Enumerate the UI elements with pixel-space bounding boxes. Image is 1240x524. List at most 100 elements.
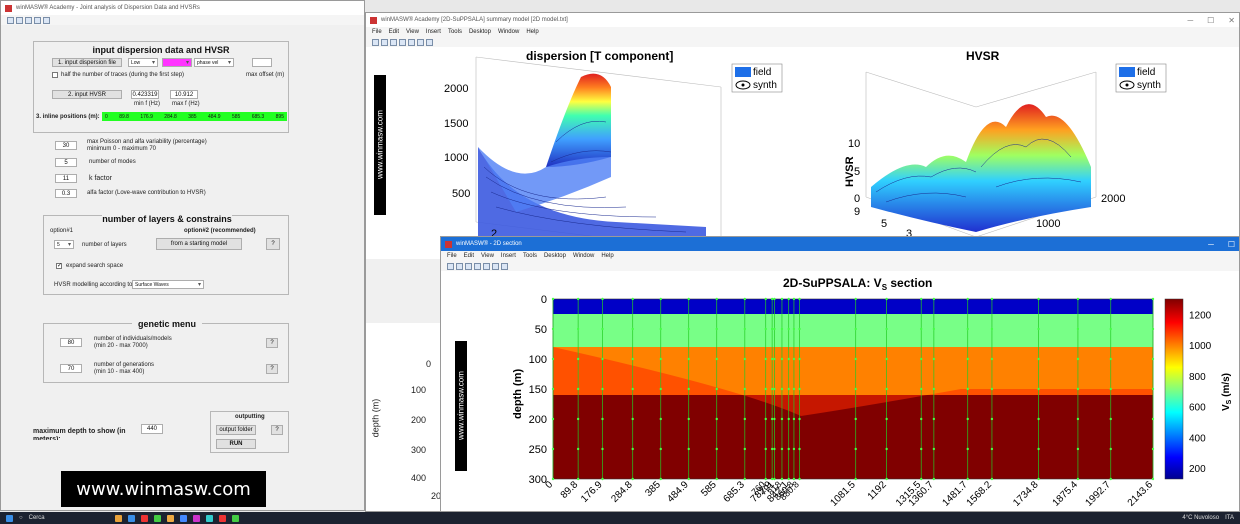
taskbar-app-icon[interactable] — [166, 514, 174, 522]
x-tick-label: 89.8 — [559, 479, 581, 501]
legend-icon[interactable] — [492, 262, 499, 270]
select-phase-vel[interactable]: phase vel — [194, 58, 234, 67]
menu-desktop[interactable]: Desktop — [543, 253, 566, 259]
taskbar-app-icon[interactable] — [179, 514, 187, 522]
new-icon[interactable] — [372, 38, 379, 46]
print-icon[interactable] — [399, 38, 406, 46]
hvsr-modelling-select[interactable]: Surface Waves — [132, 280, 204, 289]
colorbar-icon[interactable] — [483, 262, 490, 270]
datacursor-icon[interactable] — [43, 16, 50, 24]
layers-help-button[interactable]: ? — [266, 238, 280, 250]
save-icon[interactable] — [390, 38, 397, 46]
taskbar-app-icon[interactable] — [153, 514, 161, 522]
half-traces-checkbox[interactable] — [52, 72, 58, 78]
menu-window[interactable]: Window — [497, 29, 520, 35]
weather-text[interactable]: 4°C Nuvoloso — [1182, 515, 1220, 521]
open-icon[interactable] — [456, 262, 463, 270]
hvsr-legend[interactable]: field synth — [1115, 63, 1167, 93]
dispersion-legend[interactable]: field synth — [731, 63, 783, 93]
menu-view[interactable]: View — [481, 253, 494, 259]
menu-file[interactable]: File — [447, 253, 457, 259]
survey-point — [659, 297, 662, 301]
maximize-icon[interactable]: ☐ — [1207, 15, 1215, 25]
maximize-icon[interactable]: ☐ — [1227, 239, 1235, 249]
menu-desktop[interactable]: Desktop — [468, 29, 491, 35]
starting-model-button[interactable]: from a starting model — [156, 238, 242, 250]
new-icon[interactable] — [447, 262, 454, 270]
output-help-button[interactable]: ? — [271, 425, 283, 435]
k-factor-field[interactable]: 11 — [55, 174, 77, 183]
menu-file[interactable]: File — [372, 29, 382, 35]
start-icon[interactable] — [6, 514, 13, 522]
legend-field: field — [1137, 67, 1155, 78]
open-icon[interactable] — [381, 38, 388, 46]
taskbar-app-icon[interactable] — [114, 514, 122, 522]
minimize-icon[interactable]: ─ — [1208, 239, 1214, 249]
taskbar-app-icon[interactable] — [218, 514, 226, 522]
legend-icon[interactable] — [417, 38, 424, 46]
individuals-field[interactable]: 80 — [60, 338, 82, 347]
menu-tools[interactable]: Tools — [522, 253, 537, 259]
survey-point — [798, 417, 801, 421]
menu-insert[interactable]: Insert — [425, 29, 441, 35]
taskbar-app-icon[interactable] — [127, 514, 135, 522]
taskbar-app-icon[interactable] — [192, 514, 200, 522]
genetic-help-button-1[interactable]: ? — [266, 338, 278, 348]
min-f-field[interactable]: 0.423319 — [131, 90, 159, 99]
select-low[interactable]: Low — [128, 58, 158, 67]
genetic-help-button-2[interactable]: ? — [266, 364, 278, 374]
section-controls[interactable]: ─ ☐ — [1208, 240, 1235, 249]
expand-checkbox[interactable]: ✓ — [56, 263, 63, 269]
menu-insert[interactable]: Insert — [500, 253, 516, 259]
close-icon[interactable]: ✕ — [1228, 15, 1235, 25]
rotate-icon[interactable] — [34, 16, 41, 24]
search-icon[interactable]: ○ — [19, 515, 23, 521]
taskbar-app-icon[interactable] — [140, 514, 148, 522]
select-magenta[interactable] — [162, 58, 192, 67]
left-window-titlebar[interactable]: winMASW® Academy - Joint analysis of Dis… — [1, 1, 364, 15]
output-folder-button[interactable]: output folder — [216, 425, 256, 435]
menu-edit[interactable]: Edit — [463, 253, 475, 259]
run-button[interactable]: RUN — [216, 439, 256, 449]
max-depth-field[interactable]: 440 — [141, 424, 163, 434]
colorbar-icon[interactable] — [408, 38, 415, 46]
alfa-factor-field[interactable]: 0.3 — [55, 189, 77, 198]
menu-window[interactable]: Window — [572, 253, 595, 259]
window-controls[interactable]: ─ ☐ ✕ — [1187, 16, 1235, 25]
menu-view[interactable]: View — [406, 29, 419, 35]
minimize-icon[interactable]: ─ — [1187, 15, 1194, 25]
colorbar[interactable] — [1164, 298, 1184, 480]
section-titlebar[interactable]: winMASW® - 2D section ─ ☐ — [441, 237, 1239, 251]
layers-select[interactable]: 5 — [54, 240, 74, 249]
pointer-icon[interactable] — [426, 38, 433, 46]
taskbar-app-icon[interactable] — [231, 514, 239, 522]
survey-point — [792, 327, 796, 331]
pointer-icon[interactable] — [501, 262, 508, 270]
zoom-out-icon[interactable] — [16, 16, 23, 24]
max-f-field[interactable]: 10.912 — [170, 90, 198, 99]
zoom-in-icon[interactable] — [7, 16, 14, 24]
inline-positions-field[interactable]: 0 89.8 176.9 284.8 385 484.9 585 685.3 895 — [102, 112, 287, 121]
max-offset-field[interactable] — [252, 58, 272, 67]
save-icon[interactable] — [465, 262, 472, 270]
language-text[interactable]: ITA — [1225, 515, 1234, 521]
x-tick-label: 685.3 — [721, 479, 747, 505]
taskbar-search[interactable]: Cerca — [28, 515, 45, 521]
menu-edit[interactable]: Edit — [388, 29, 400, 35]
poisson-field[interactable]: 30 — [55, 141, 77, 150]
modes-field[interactable]: 5 — [55, 158, 77, 167]
menu-tools[interactable]: Tools — [447, 29, 462, 35]
summary-titlebar[interactable]: winMASW® Academy [2D-SuPPSALA] summary m… — [366, 13, 1239, 27]
pan-icon[interactable] — [25, 16, 32, 24]
menu-help[interactable]: Help — [526, 29, 539, 35]
input-dispersion-button[interactable]: 1. input dispersion file — [52, 58, 122, 67]
survey-point — [659, 357, 662, 361]
input-hvsr-button[interactable]: 2. input HVSR — [52, 90, 122, 99]
print-icon[interactable] — [474, 262, 481, 270]
survey-point — [885, 387, 888, 391]
menu-help[interactable]: Help — [601, 253, 614, 259]
summary-3d-plots: dispersion [T component] 2000 1500 1000 … — [444, 49, 1167, 259]
generations-field[interactable]: 70 — [60, 364, 82, 373]
taskbar-app-icon[interactable] — [205, 514, 213, 522]
